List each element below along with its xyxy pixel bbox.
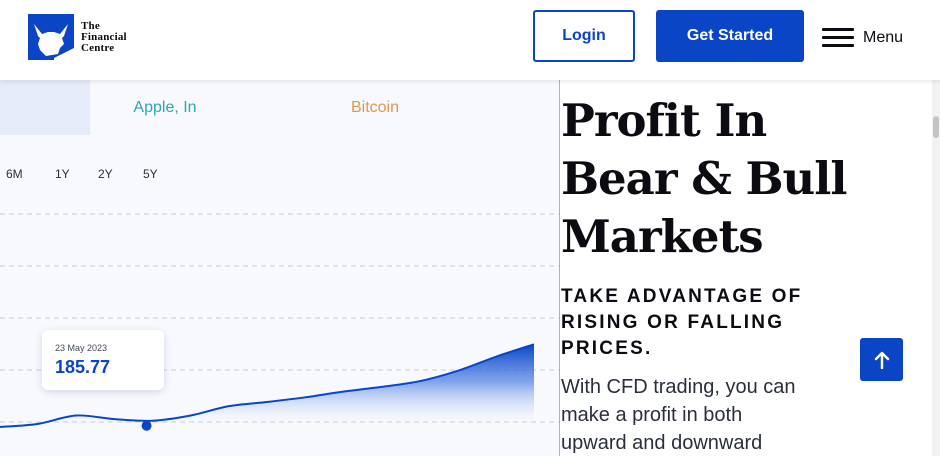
hero-subtitle-line-3: PRICES. <box>561 338 653 359</box>
logo-line-2: Financial <box>81 30 127 43</box>
chart-area <box>0 344 534 428</box>
bull-logo-icon <box>28 14 74 60</box>
range-6m[interactable]: 6M <box>6 167 23 181</box>
scrollbar[interactable] <box>932 80 940 456</box>
menu-button[interactable]: Menu <box>822 24 903 52</box>
hero-title-line-3: Markets <box>561 210 764 263</box>
menu-label: Menu <box>863 29 904 46</box>
logo-wordmark: The Financial Centre <box>81 19 127 54</box>
login-button[interactable]: Login <box>533 10 635 62</box>
tab-apple[interactable]: Apple, In <box>133 98 197 116</box>
tab-active-asset[interactable] <box>0 80 90 135</box>
hamburger-icon <box>822 28 854 48</box>
hero-subtitle: TAKE ADVANTAGE OF RISING OR FALLING PRIC… <box>561 284 861 362</box>
site-header: The Financial Centre Login Get Started M… <box>0 0 940 80</box>
hero-body: With CFD trading, you can make a profit … <box>561 373 851 456</box>
logo-line-3: Centre <box>81 41 115 54</box>
arrow-up-icon <box>874 351 889 369</box>
hero-title-line-1: Profit In <box>561 94 767 147</box>
logo-line-1: The <box>81 19 100 32</box>
range-5y[interactable]: 5Y <box>143 167 158 181</box>
logo[interactable]: The Financial Centre <box>28 13 158 61</box>
chart-line <box>0 343 535 428</box>
scrollbar-thumb[interactable] <box>933 116 939 138</box>
hero-subtitle-line-1: TAKE ADVANTAGE OF <box>561 286 803 307</box>
hero-title: Profit In Bear & Bull Markets <box>561 92 931 266</box>
chart-panel: Apple, In Bitcoin 6M 1Y 2Y 5Y 23 May 202… <box>0 80 560 456</box>
hero-body-line-1: With CFD trading, you can <box>561 376 796 398</box>
range-1y[interactable]: 1Y <box>55 167 70 181</box>
hero-subtitle-line-2: RISING OR FALLING <box>561 312 785 333</box>
get-started-button[interactable]: Get Started <box>656 10 804 62</box>
chart-tooltip: 23 May 2023 185.77 <box>42 330 164 390</box>
tooltip-value: 185.77 <box>55 357 111 377</box>
hero-body-line-3: upward and downward <box>561 432 763 454</box>
scroll-to-top-button[interactable] <box>860 338 903 381</box>
tab-bitcoin[interactable]: Bitcoin <box>350 98 400 116</box>
tooltip-date: 23 May 2023 <box>55 343 108 353</box>
hero-body-line-2: make a profit in both <box>561 404 743 426</box>
chart-point-marker[interactable] <box>141 420 152 431</box>
price-chart <box>0 213 559 431</box>
range-2y[interactable]: 2Y <box>98 167 113 181</box>
hero-title-line-2: Bear & Bull <box>561 152 847 205</box>
